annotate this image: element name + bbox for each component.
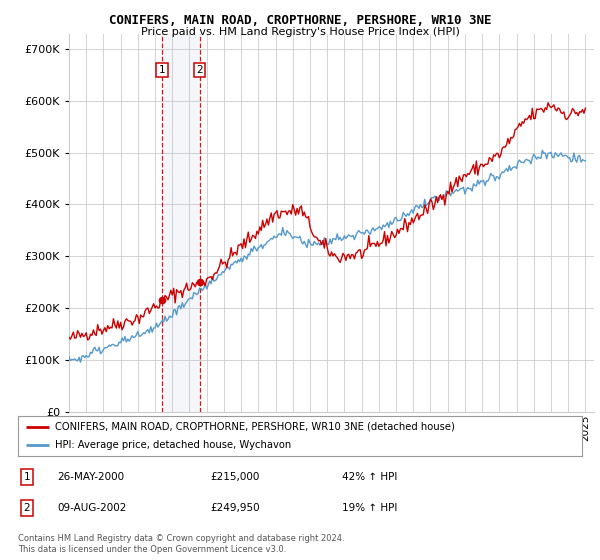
Text: CONIFERS, MAIN ROAD, CROPTHORNE, PERSHORE, WR10 3NE: CONIFERS, MAIN ROAD, CROPTHORNE, PERSHOR… (109, 14, 491, 27)
Text: 2: 2 (197, 65, 203, 75)
Bar (162, 34, 200, 412)
Text: 26-MAY-2000: 26-MAY-2000 (57, 472, 124, 482)
Text: £215,000: £215,000 (210, 472, 259, 482)
Text: 42% ↑ HPI: 42% ↑ HPI (342, 472, 397, 482)
Text: CONIFERS, MAIN ROAD, CROPTHORNE, PERSHORE, WR10 3NE (detached house): CONIFERS, MAIN ROAD, CROPTHORNE, PERSHOR… (55, 422, 455, 432)
Text: 1: 1 (23, 472, 31, 482)
Text: 09-AUG-2002: 09-AUG-2002 (57, 503, 127, 513)
Text: Price paid vs. HM Land Registry's House Price Index (HPI): Price paid vs. HM Land Registry's House … (140, 27, 460, 37)
Text: 1: 1 (158, 65, 165, 75)
Text: £249,950: £249,950 (210, 503, 260, 513)
Text: Contains HM Land Registry data © Crown copyright and database right 2024.
This d: Contains HM Land Registry data © Crown c… (18, 534, 344, 554)
Text: 2: 2 (23, 503, 31, 513)
Text: HPI: Average price, detached house, Wychavon: HPI: Average price, detached house, Wych… (55, 440, 291, 450)
Text: 19% ↑ HPI: 19% ↑ HPI (342, 503, 397, 513)
